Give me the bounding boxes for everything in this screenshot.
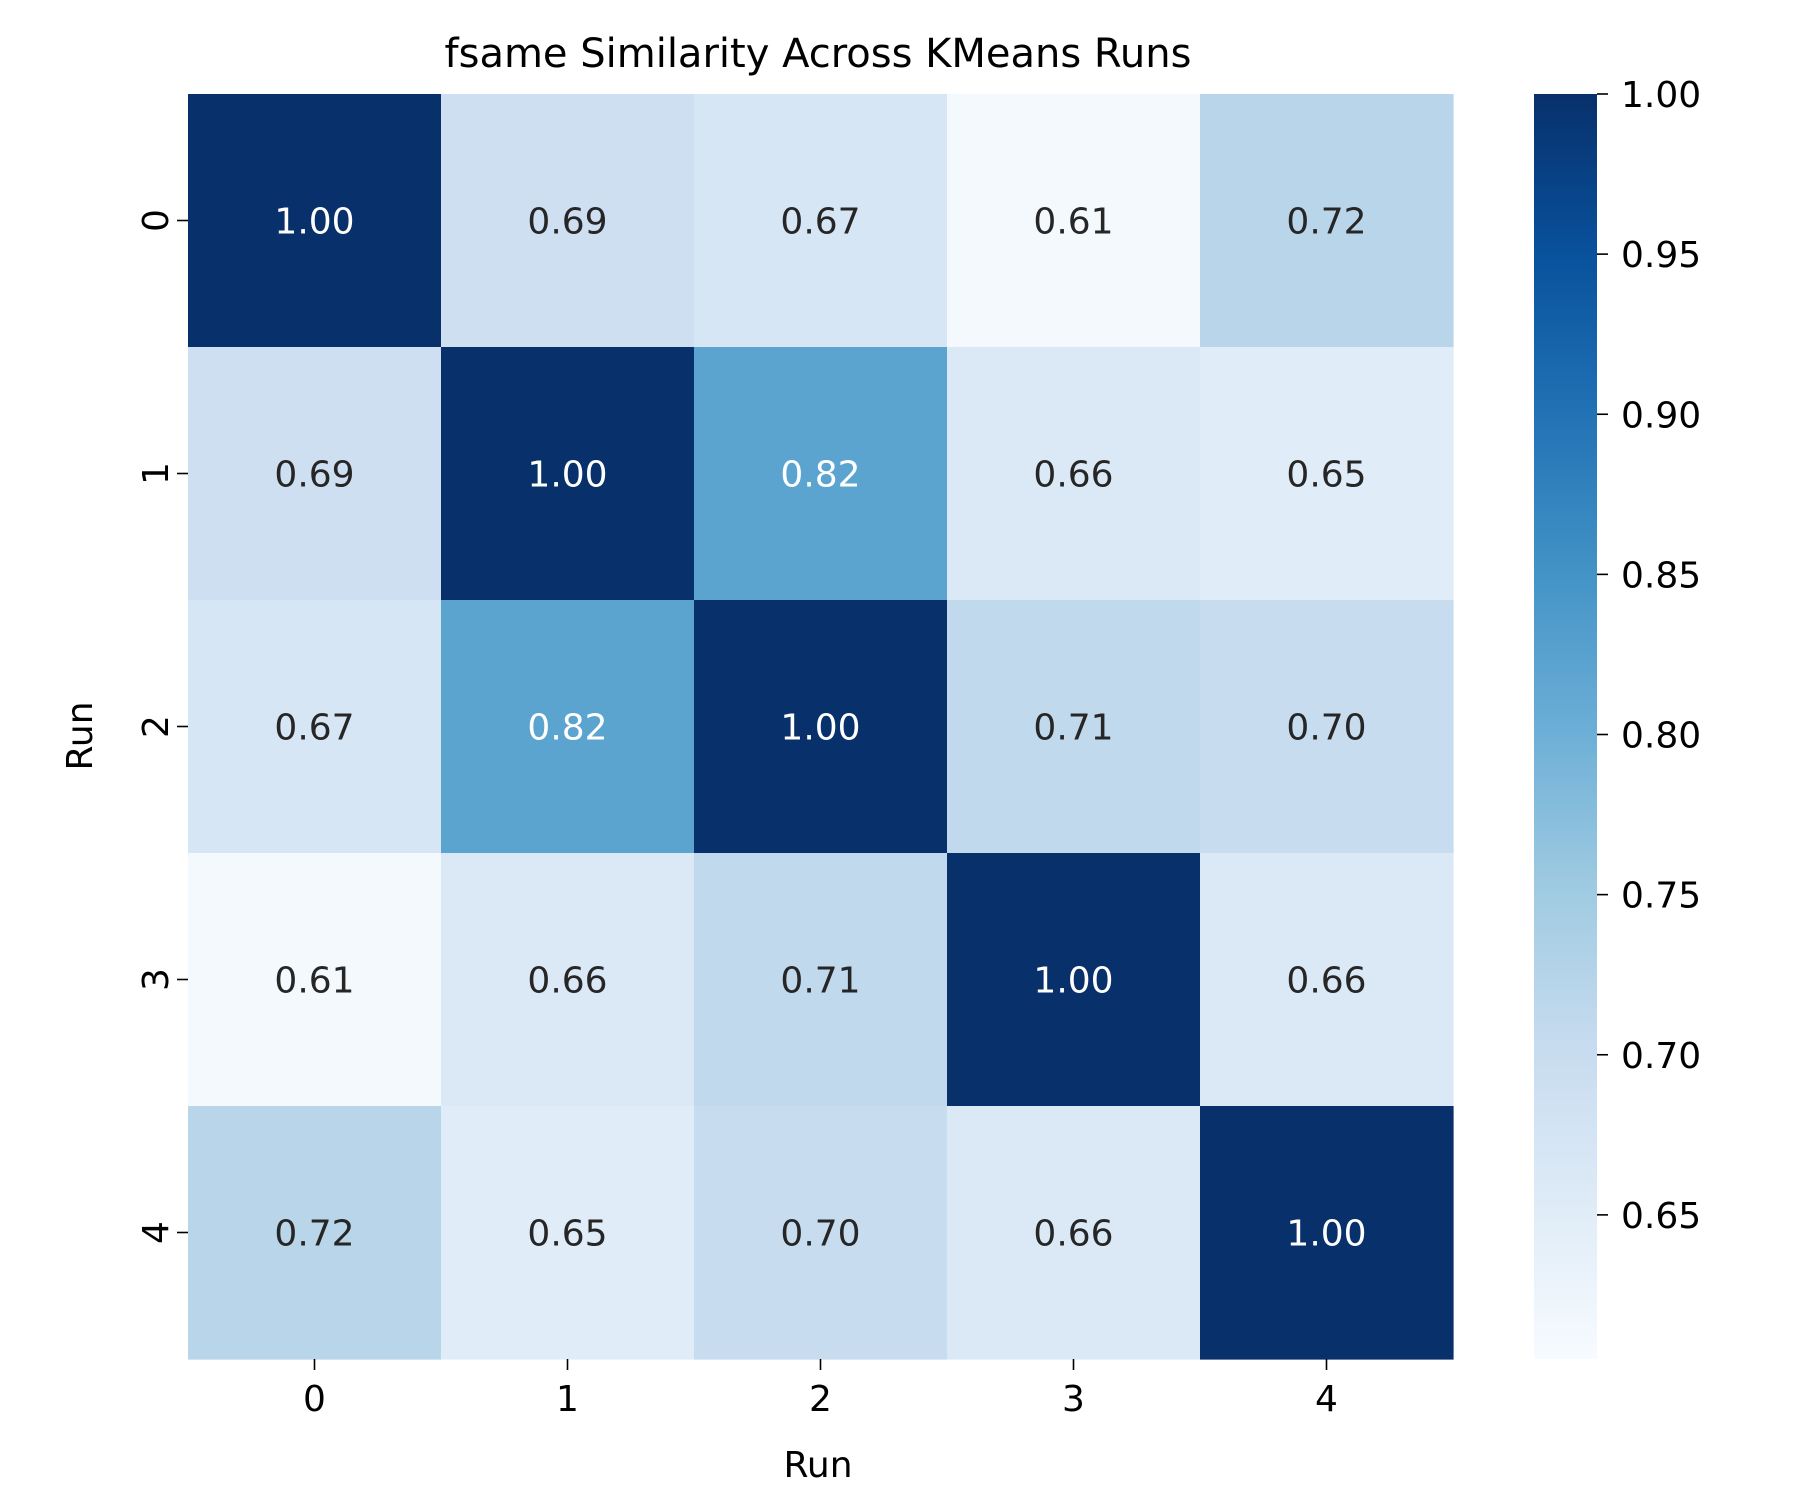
colorbar-tick-label-0: 0.65 <box>1621 1196 1701 1237</box>
colorbar-tick-label-3: 0.80 <box>1621 716 1701 757</box>
heatmap-cell-r1-c0 <box>188 347 442 601</box>
heatmap-cell-label-r1-c2: 0.82 <box>780 455 860 496</box>
heatmap-cell-r3-c3 <box>947 853 1201 1107</box>
heatmap-cell-r3-c4 <box>1200 853 1454 1107</box>
heatmap-cell-label-r4-c2: 0.70 <box>780 1214 860 1255</box>
heatmap-cell-label-r3-c3: 1.00 <box>1033 961 1113 1002</box>
heatmap-cell-r1-c3 <box>947 347 1201 601</box>
heatmap-cell-r2-c1 <box>441 600 695 854</box>
colorbar-tick-label-1: 0.70 <box>1621 1036 1701 1077</box>
heatmap-cell-r4-c2 <box>694 1106 948 1360</box>
heatmap-cell-label-r2-c4: 0.70 <box>1286 708 1366 749</box>
heatmap-cell-label-r2-c3: 0.71 <box>1033 708 1113 749</box>
colorbar-tick-label-4: 0.85 <box>1621 555 1701 596</box>
heatmap-cell-label-r4-c0: 0.72 <box>274 1214 354 1255</box>
colorbar <box>1534 94 1597 1359</box>
y-axis: 0 1 2 3 4 <box>136 209 188 1244</box>
heatmap-cell-label-r4-c1: 0.65 <box>527 1214 607 1255</box>
x-tick-label-0: 0 <box>303 1379 326 1420</box>
heatmap-cell-r2-c2 <box>694 600 948 854</box>
heatmap-cell-label-r3-c2: 0.71 <box>780 961 860 1002</box>
x-tick-label-1: 1 <box>556 1379 579 1420</box>
heatmap-cell-r2-c0 <box>188 600 442 854</box>
heatmap-cell-r3-c2 <box>694 853 948 1107</box>
y-axis-label: Run <box>60 701 101 770</box>
heatmap-cell-r2-c4 <box>1200 600 1454 854</box>
y-tick-label-4: 4 <box>136 1221 177 1244</box>
heatmap-cell-r1-c1 <box>441 347 695 601</box>
heatmap-cell-label-r0-c0: 1.00 <box>274 202 354 243</box>
heatmap-cell-r1-c4 <box>1200 347 1454 601</box>
x-tick-label-4: 4 <box>1315 1379 1338 1420</box>
heatmap-cell-label-r1-c3: 0.66 <box>1033 455 1113 496</box>
colorbar-tick-label-6: 0.95 <box>1621 235 1701 276</box>
colorbar-tick-label-7: 1.00 <box>1621 75 1701 116</box>
x-tick-label-3: 3 <box>1062 1379 1085 1420</box>
heatmap-cell-label-r3-c1: 0.66 <box>527 961 607 1002</box>
y-tick-label-2: 2 <box>136 715 177 738</box>
x-axis-label: Run <box>783 1445 852 1486</box>
heatmap-cell-label-r4-c3: 0.66 <box>1033 1214 1113 1255</box>
heatmap-cells <box>188 94 1454 1360</box>
heatmap-cell-r2-c3 <box>947 600 1201 854</box>
heatmap-cell-label-r2-c1: 0.82 <box>527 708 607 749</box>
heatmap-cell-r3-c1 <box>441 853 695 1107</box>
colorbar-axis: 0.65 0.70 0.75 0.80 0.85 0.90 0.95 1.00 <box>1597 75 1701 1237</box>
heatmap-cell-label-r1-c4: 0.65 <box>1286 455 1366 496</box>
heatmap-cell-label-r3-c0: 0.61 <box>274 961 354 1002</box>
heatmap-cell-label-r2-c0: 0.67 <box>274 708 354 749</box>
heatmap-cell-r3-c0 <box>188 853 442 1107</box>
heatmap-cell-label-r0-c4: 0.72 <box>1286 202 1366 243</box>
heatmap-cell-label-r1-c1: 1.00 <box>527 455 607 496</box>
heatmap-cell-r0-c1 <box>441 94 695 348</box>
heatmap-cell-label-r2-c2: 1.00 <box>780 708 860 749</box>
heatmap-cell-label-r0-c2: 0.67 <box>780 202 860 243</box>
y-tick-label-1: 1 <box>136 462 177 485</box>
colorbar-tick-label-2: 0.75 <box>1621 876 1701 917</box>
heatmap-cell-label-r3-c4: 0.66 <box>1286 961 1366 1002</box>
heatmap-cell-r0-c2 <box>694 94 948 348</box>
heatmap-cell-label-r0-c3: 0.61 <box>1033 202 1113 243</box>
colorbar-tick-label-5: 0.90 <box>1621 395 1701 436</box>
y-tick-label-0: 0 <box>136 209 177 232</box>
chart-title: fsame Similarity Across KMeans Runs <box>445 31 1192 77</box>
heatmap-cell-r0-c3 <box>947 94 1201 348</box>
heatmap-cell-label-r4-c4: 1.00 <box>1286 1214 1366 1255</box>
heatmap-cell-r0-c0 <box>188 94 442 348</box>
heatmap-cell-r4-c4 <box>1200 1106 1454 1360</box>
heatmap-cell-r1-c2 <box>694 347 948 601</box>
heatmap-cell-label-r0-c1: 0.69 <box>527 202 607 243</box>
heatmap-cell-label-r1-c0: 0.69 <box>274 455 354 496</box>
x-tick-label-2: 2 <box>809 1379 832 1420</box>
heatmap-cell-r4-c1 <box>441 1106 695 1360</box>
heatmap-cell-r4-c3 <box>947 1106 1201 1360</box>
heatmap-cell-labels: 1.00 0.69 0.67 0.61 0.72 0.69 1.00 0.82 0.66 0.65… <box>274 202 1366 1255</box>
heatmap-cell-r4-c0 <box>188 1106 442 1360</box>
heatmap-cell-r0-c4 <box>1200 94 1454 348</box>
y-tick-label-3: 3 <box>136 968 177 991</box>
x-axis: 0 1 2 3 4 <box>303 1359 1338 1420</box>
